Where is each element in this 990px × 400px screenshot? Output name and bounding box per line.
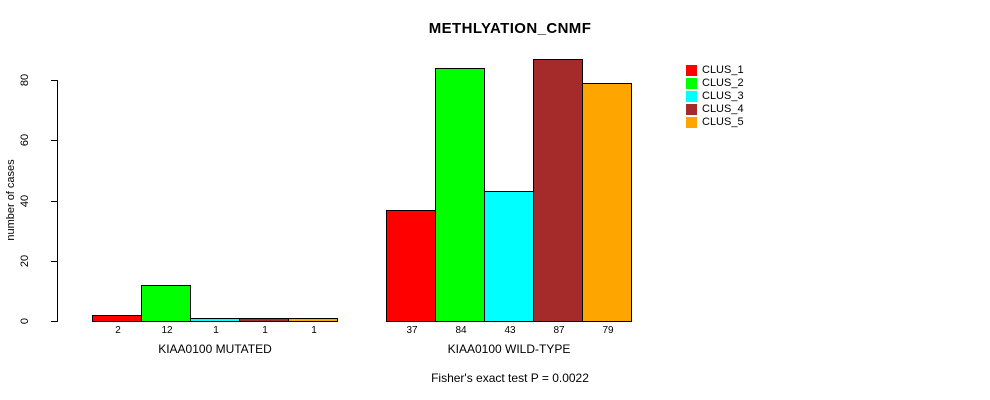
legend-item: CLUS_3 — [686, 90, 744, 103]
bar-value-label: 79 — [602, 325, 614, 336]
legend: CLUS_1 CLUS_2 CLUS_3 CLUS_4 CLUS_5 — [686, 64, 744, 129]
legend-item: CLUS_5 — [686, 116, 744, 129]
y-axis-tick-label: 0 — [19, 317, 31, 325]
legend-label: CLUS_4 — [702, 103, 744, 115]
y-axis-tick — [51, 321, 57, 322]
bar-clus_4 — [533, 59, 583, 322]
bar-value-label: 87 — [553, 325, 565, 336]
legend-swatch — [686, 117, 697, 128]
y-axis-tick-label: 20 — [19, 254, 31, 268]
bar-clus_2 — [435, 68, 485, 322]
y-axis-tick — [51, 80, 57, 81]
legend-swatch — [686, 91, 697, 102]
y-axis-line — [57, 80, 58, 322]
legend-label: CLUS_5 — [702, 116, 744, 128]
bar-clus_3 — [484, 191, 534, 322]
legend-item: CLUS_4 — [686, 103, 744, 116]
footnote: Fisher's exact test P = 0.0022 — [431, 371, 589, 385]
legend-swatch — [686, 78, 697, 89]
legend-swatch — [686, 65, 697, 76]
group-label: KIAA0100 MUTATED — [158, 342, 272, 356]
legend-item: CLUS_2 — [686, 77, 744, 90]
group-label: KIAA0100 WILD-TYPE — [447, 342, 571, 356]
bar-value-label: 1 — [311, 325, 317, 336]
bar-clus_1 — [386, 210, 436, 322]
bar-value-label: 37 — [406, 325, 418, 336]
y-axis-tick — [51, 261, 57, 262]
bar-clus_5 — [582, 83, 632, 322]
chart-title: METHLYATION_CNMF — [428, 20, 592, 37]
y-axis-tick-label: 80 — [19, 73, 31, 87]
bar-value-label: 43 — [504, 325, 516, 336]
y-axis-tick — [51, 201, 57, 202]
bar-value-label: 84 — [455, 325, 467, 336]
bar-value-label: 1 — [262, 325, 268, 336]
y-axis-label: number of cases — [5, 159, 17, 241]
legend-label: CLUS_3 — [702, 90, 744, 102]
legend-swatch — [686, 104, 697, 115]
legend-label: CLUS_1 — [702, 64, 744, 76]
bar-clus_3 — [190, 318, 240, 322]
bar-clus_2 — [141, 285, 191, 322]
legend-label: CLUS_2 — [702, 77, 744, 89]
bar-value-label: 2 — [115, 325, 121, 336]
bar-clus_1 — [92, 315, 142, 322]
y-axis-tick-label: 40 — [19, 194, 31, 208]
y-axis-tick-label: 60 — [19, 133, 31, 147]
y-axis-tick — [51, 140, 57, 141]
bar-clus_4 — [239, 318, 289, 322]
bar-value-label: 1 — [213, 325, 219, 336]
bar-clus_5 — [288, 318, 338, 322]
bar-value-label: 12 — [161, 325, 173, 336]
legend-item: CLUS_1 — [686, 64, 744, 77]
